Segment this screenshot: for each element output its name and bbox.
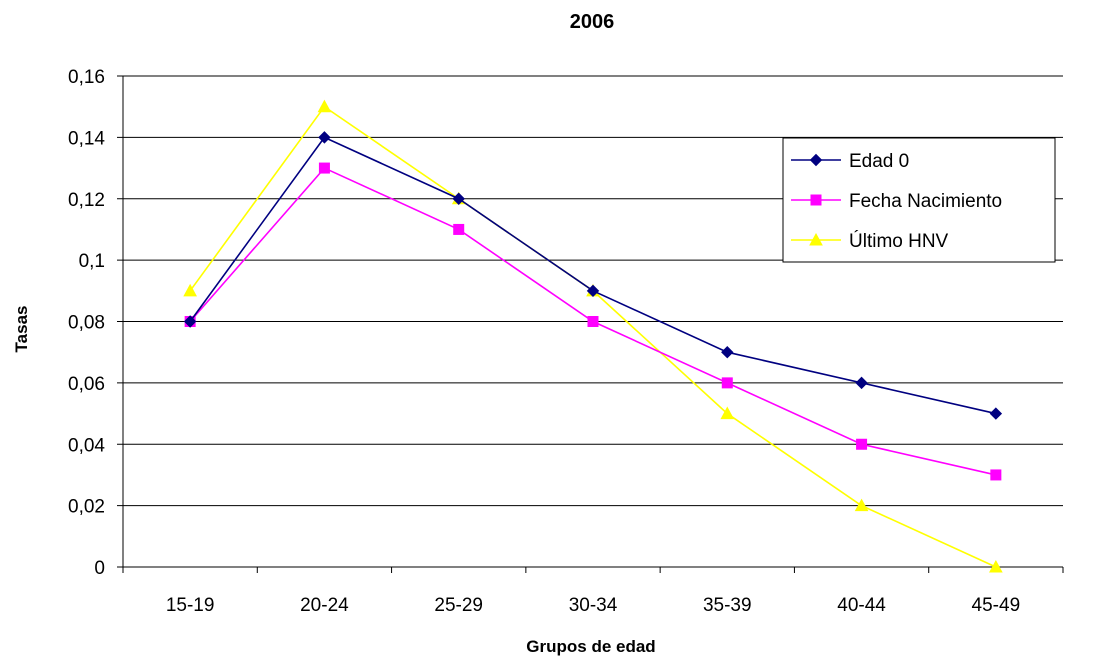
legend-item: Último HNV <box>791 230 949 252</box>
x-tick-label: 30-34 <box>569 595 618 616</box>
y-tick-label: 0,04 <box>68 435 105 456</box>
series-0 <box>183 131 1003 420</box>
data-point <box>721 345 734 359</box>
data-point <box>720 406 735 420</box>
data-point <box>989 407 1003 420</box>
x-tick-label: 25-29 <box>434 595 483 616</box>
data-point <box>317 99 332 113</box>
x-tick-label: 15-19 <box>166 595 215 616</box>
data-point <box>183 315 197 328</box>
y-tick-label: 0,12 <box>68 190 105 211</box>
data-point <box>318 131 331 144</box>
legend-label: Fecha Nacimiento <box>849 191 1002 212</box>
y-tick-label: 0,02 <box>68 497 105 518</box>
y-tick-label: 0 <box>94 558 105 579</box>
series-group <box>183 99 1003 573</box>
data-point <box>587 316 599 327</box>
x-axis-ticks: 15-19 20-24 25-29 30-34 35-39 40-44 45-49 <box>122 567 1064 616</box>
legend-item: Edad 0 <box>791 151 909 172</box>
x-axis-label: Grupos de edad <box>526 637 655 656</box>
y-tick-label: 0,16 <box>68 67 105 88</box>
legend-marker <box>810 194 822 206</box>
y-axis-label: Tasas <box>12 306 31 353</box>
y-axis-ticks: 0 0,02 0,04 0,06 0,08 0,1 0,12 0,14 0,16 <box>68 67 123 579</box>
data-point <box>183 283 197 297</box>
data-point <box>586 284 600 298</box>
data-point <box>318 162 330 174</box>
y-tick-label: 0,06 <box>68 374 105 395</box>
y-tick-label: 0,14 <box>68 128 105 149</box>
legend-item: Fecha Nacimiento <box>791 191 1002 212</box>
x-tick-label: 20-24 <box>300 595 349 616</box>
data-point <box>990 469 1002 481</box>
data-point <box>453 223 465 235</box>
y-tick-label: 0,08 <box>68 313 105 334</box>
chart-title: 2006 <box>570 11 615 33</box>
x-tick-label: 40-44 <box>837 595 886 616</box>
legend: Edad 0 Fecha Nacimiento Último HNV <box>782 137 1056 263</box>
data-point <box>855 376 868 390</box>
data-point <box>854 498 869 512</box>
legend-marker <box>809 232 823 246</box>
x-tick-label: 45-49 <box>972 595 1021 616</box>
data-point <box>856 438 868 450</box>
y-tick-label: 0,1 <box>79 251 105 272</box>
data-point <box>452 192 465 205</box>
data-point <box>721 377 733 389</box>
legend-label: Último HNV <box>849 230 949 252</box>
data-point <box>989 559 1003 573</box>
legend-marker <box>809 153 823 167</box>
legend-label: Edad 0 <box>849 151 909 172</box>
x-tick-label: 35-39 <box>703 595 752 616</box>
